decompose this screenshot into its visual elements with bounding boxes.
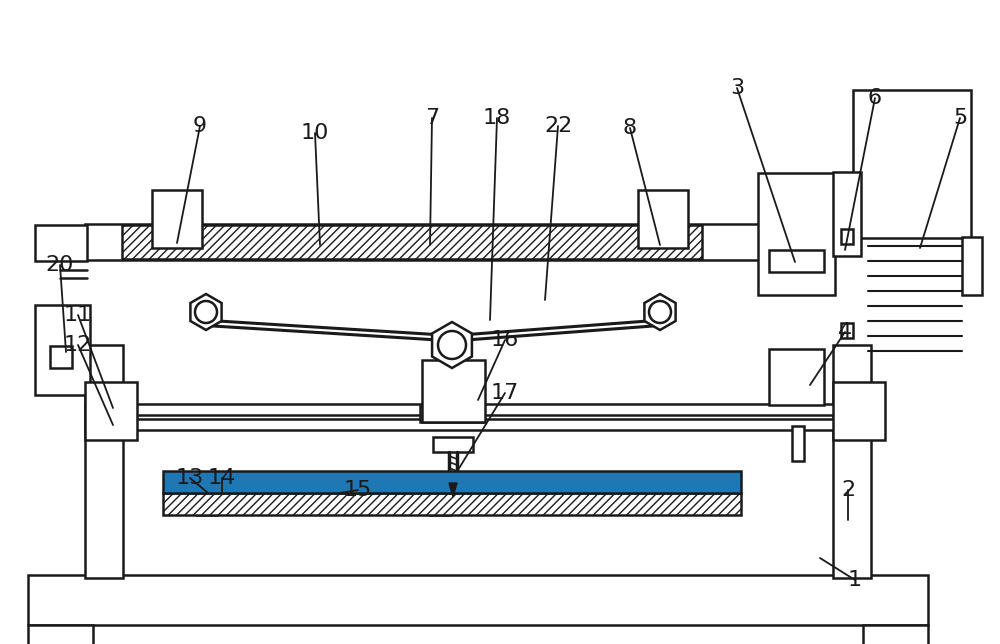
Bar [152,190,202,248]
Bar [35,305,90,395]
Bar [85,419,871,430]
Text: 15: 15 [344,480,372,500]
Text: 4: 4 [838,322,852,342]
Bar [769,349,824,405]
Text: 18: 18 [483,108,511,128]
Bar [758,173,835,295]
Polygon shape [449,483,457,497]
Bar [122,225,702,259]
Bar [638,190,688,248]
Text: 12: 12 [64,335,92,355]
Text: 3: 3 [730,78,744,98]
Circle shape [438,331,466,359]
Bar [853,90,971,238]
Polygon shape [644,294,676,330]
Bar [430,485,450,515]
Bar [28,625,93,644]
Bar [422,360,485,422]
Bar [163,471,741,493]
Bar [792,426,804,461]
Bar [28,575,928,625]
Bar [863,625,928,644]
Text: 13: 13 [176,468,204,488]
Bar [50,346,72,368]
Text: 7: 7 [425,108,439,128]
Text: 2: 2 [841,480,855,500]
Text: 22: 22 [544,116,572,136]
Text: 1: 1 [848,570,862,590]
Text: 20: 20 [46,255,74,275]
Bar [769,250,824,272]
Text: 8: 8 [623,118,637,138]
Bar [85,404,871,415]
Text: 16: 16 [491,330,519,350]
Bar [420,406,483,422]
Polygon shape [432,322,472,368]
Circle shape [649,301,671,323]
Bar [85,382,137,440]
Bar [833,382,885,440]
Text: 14: 14 [208,468,236,488]
Polygon shape [190,294,222,330]
Text: 10: 10 [301,123,329,143]
Bar [85,224,777,260]
Bar [841,323,853,338]
Circle shape [195,301,217,323]
Bar [962,237,982,295]
Text: 5: 5 [953,108,967,128]
Text: 6: 6 [868,88,882,108]
Text: 11: 11 [64,305,92,325]
Bar [197,485,217,515]
Bar [85,345,123,578]
Text: 17: 17 [491,383,519,403]
Bar [433,437,473,452]
Bar [841,229,853,244]
Bar [833,172,861,256]
Text: 9: 9 [193,116,207,136]
Bar [163,493,741,515]
Bar [833,345,871,578]
Bar [35,225,87,261]
